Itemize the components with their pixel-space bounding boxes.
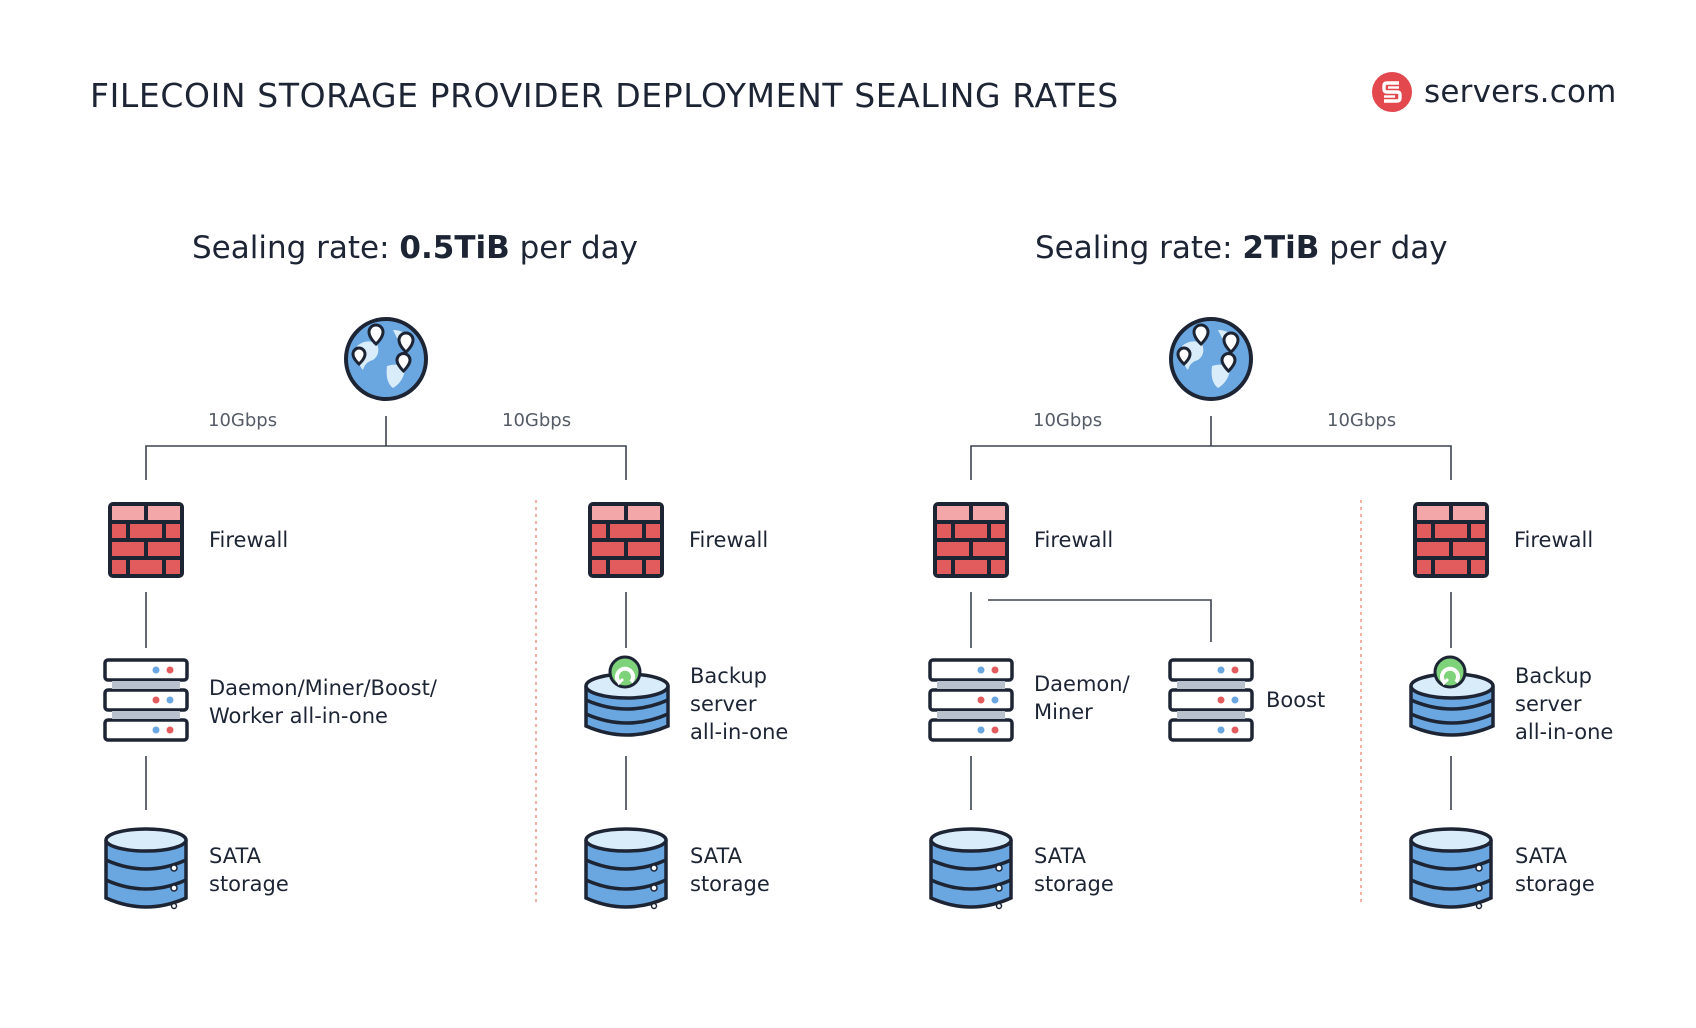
backup-label-line: Backup — [1515, 664, 1592, 688]
storage-label-line: storage — [690, 872, 770, 896]
link-speed-left: 10Gbps — [208, 410, 278, 431]
server-icon — [1168, 658, 1254, 742]
storage-label-line: SATA — [1515, 844, 1568, 868]
storage-label: SATA storage — [209, 842, 289, 898]
firewall-icon — [933, 502, 1009, 578]
heading-suffix: per day — [1319, 230, 1448, 266]
brand-logo: servers.com — [1372, 72, 1617, 112]
backup-server-icon — [1409, 655, 1495, 737]
heading-prefix: Sealing rate: — [192, 230, 400, 266]
server-label-line: Worker all-in-one — [209, 704, 388, 728]
database-icon — [584, 827, 668, 910]
firewall-icon — [588, 502, 664, 578]
heading-suffix: per day — [509, 230, 638, 266]
brand-name: servers.com — [1424, 74, 1617, 110]
servers-logo-icon — [1372, 72, 1412, 112]
server-label-line: Daemon/Miner/Boost/ — [209, 676, 437, 700]
refresh-icon — [608, 655, 642, 689]
storage-label: SATA storage — [1034, 842, 1114, 898]
sealing-rate-value: 2TiB — [1242, 230, 1320, 266]
storage-label-line: storage — [1034, 872, 1114, 896]
storage-label-line: SATA — [690, 844, 743, 868]
storage-label-line: SATA — [209, 844, 262, 868]
boost-label: Boost — [1266, 688, 1326, 712]
backup-label-line: all-in-one — [1515, 720, 1614, 744]
backup-server-icon — [584, 655, 670, 737]
server-icon — [928, 658, 1014, 742]
firewall-label: Firewall — [1034, 528, 1114, 552]
server-label-line: Miner — [1034, 700, 1093, 724]
globe-icon — [344, 317, 428, 401]
server-icon — [103, 658, 189, 742]
backup-label: Backup server all-in-one — [690, 662, 788, 746]
firewall-label: Firewall — [689, 528, 769, 552]
backup-label: Backup server all-in-one — [1515, 662, 1613, 746]
server-label-line: Daemon/ — [1034, 672, 1130, 696]
refresh-icon — [1433, 655, 1467, 689]
firewall-icon — [108, 502, 184, 578]
storage-label-line: storage — [1515, 872, 1595, 896]
database-icon — [1409, 827, 1493, 910]
globe-icon — [1169, 317, 1253, 401]
firewall-icon — [1413, 502, 1489, 578]
backup-label-line: server — [1515, 692, 1582, 716]
server-label: Daemon/Miner/Boost/ Worker all-in-one — [209, 674, 437, 730]
storage-label: SATA storage — [1515, 842, 1595, 898]
backup-label-line: server — [690, 692, 757, 716]
link-speed-right: 10Gbps — [1327, 410, 1397, 431]
storage-label-line: SATA — [1034, 844, 1087, 868]
link-speed-right: 10Gbps — [502, 410, 572, 431]
database-icon — [104, 827, 188, 910]
panel-2-heading: Sealing rate: 2TiB per day — [1035, 230, 1448, 266]
heading-prefix: Sealing rate: — [1035, 230, 1243, 266]
backup-label-line: all-in-one — [690, 720, 789, 744]
sealing-rate-value: 0.5TiB — [399, 230, 510, 266]
database-icon — [929, 827, 1013, 910]
link-speed-left: 10Gbps — [1033, 410, 1103, 431]
page-title: FILECOIN STORAGE PROVIDER DEPLOYMENT SEA… — [90, 76, 1119, 115]
firewall-label: Firewall — [1514, 528, 1594, 552]
panel-1-heading: Sealing rate: 0.5TiB per day — [192, 230, 638, 266]
storage-label: SATA storage — [690, 842, 770, 898]
storage-label-line: storage — [209, 872, 289, 896]
firewall-label: Firewall — [209, 528, 289, 552]
server-label: Daemon/ Miner — [1034, 670, 1130, 726]
backup-label-line: Backup — [690, 664, 767, 688]
